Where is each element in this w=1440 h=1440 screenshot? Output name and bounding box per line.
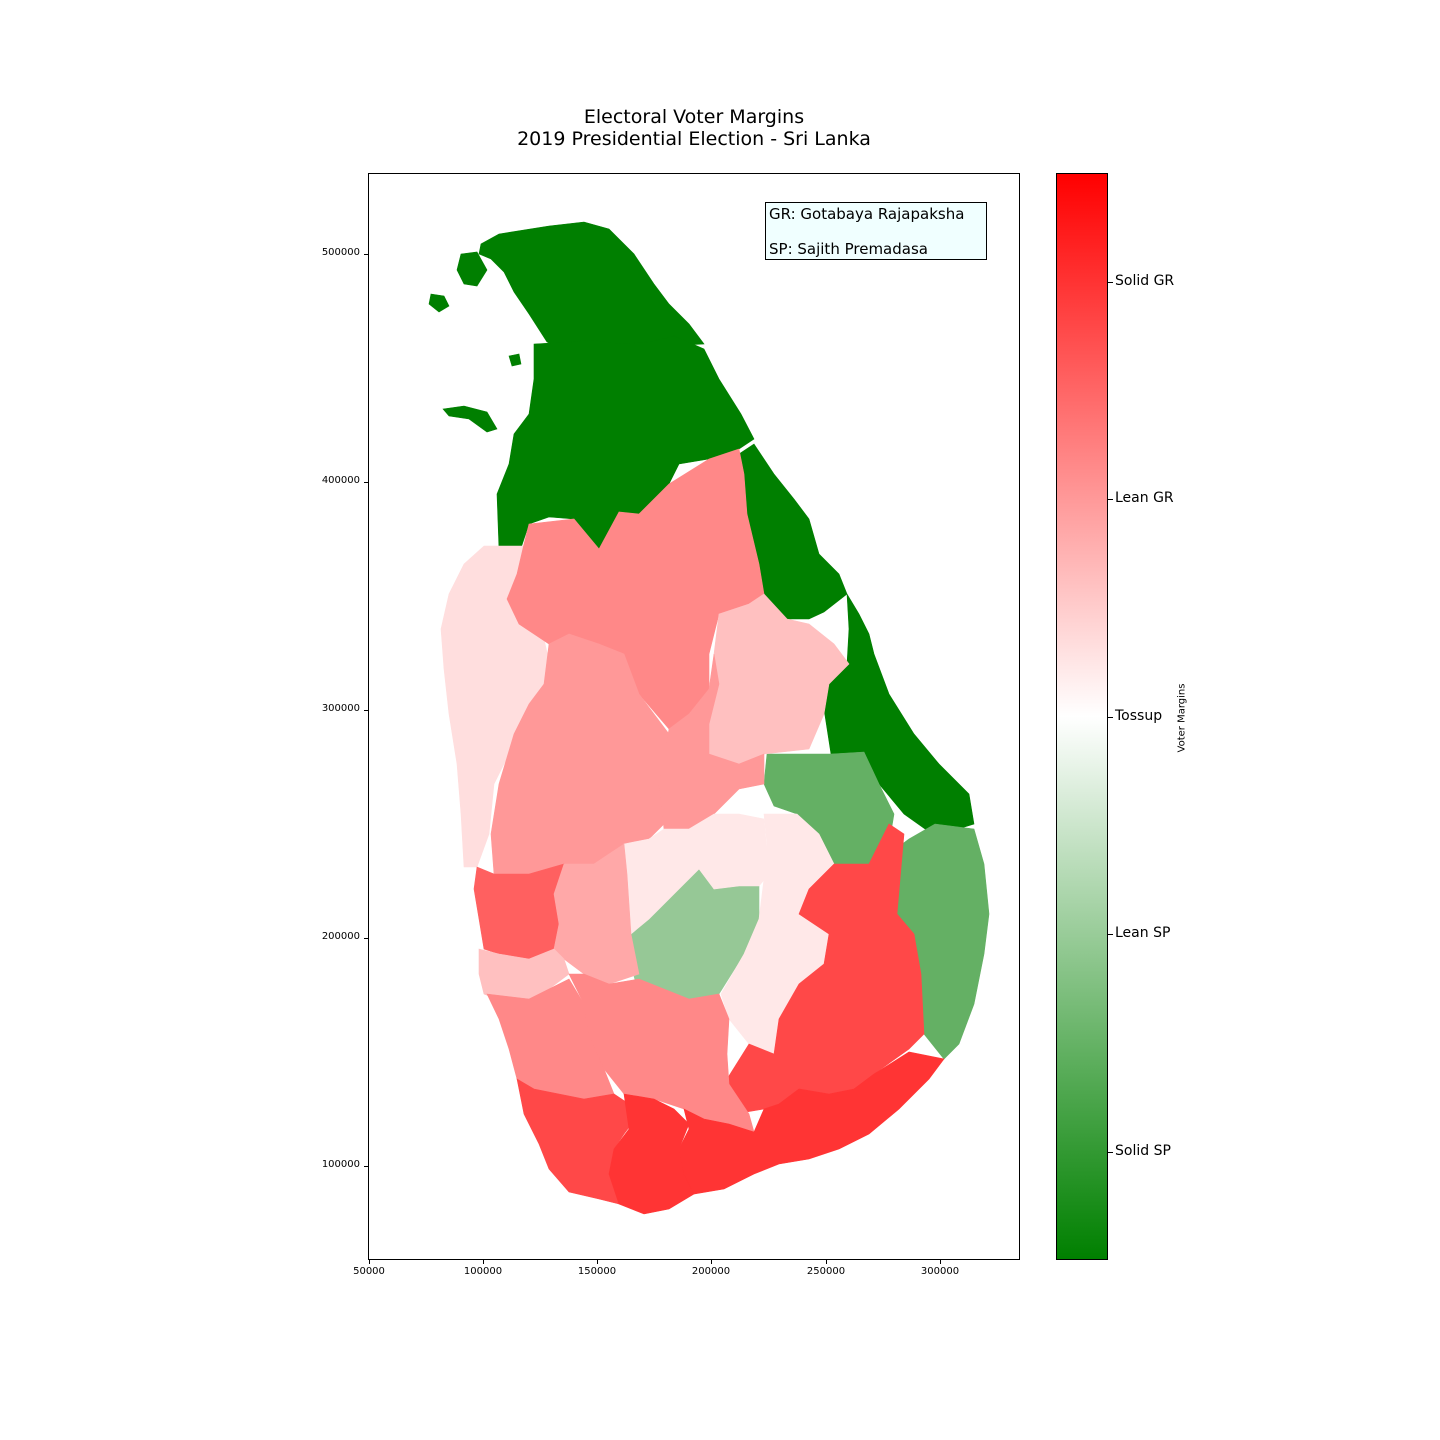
sri-lanka-map: [428, 221, 990, 1215]
district-matale-north: [708, 593, 850, 765]
district-mannar-islet: [442, 405, 498, 433]
legend-sp-label: SP: Sajith Premadasa: [769, 240, 928, 258]
x-tick-mark: [711, 1260, 712, 1264]
colorbar-label-tossup: Tossup: [1115, 708, 1163, 724]
district-hambantota: [678, 1051, 945, 1195]
colorbar-tick-mark: [1108, 1152, 1113, 1153]
district-ratnapura: [568, 973, 755, 1133]
colorbar-label-lean-sp: Lean SP: [1115, 925, 1171, 941]
colorbar-tick-mark: [1108, 499, 1113, 500]
y-tick-mark: [364, 938, 368, 939]
x-tick-label: 50000: [353, 1266, 385, 1277]
district-gampaha: [473, 863, 565, 960]
district-matara: [608, 1093, 695, 1215]
district-kegalle: [553, 843, 640, 985]
y-tick-label: 500000: [321, 247, 360, 258]
y-tick-mark: [364, 1166, 368, 1167]
y-tick-label: 200000: [321, 931, 360, 942]
island-small: [508, 353, 522, 367]
district-jaffna: [478, 221, 705, 353]
x-tick-mark: [940, 1260, 941, 1264]
colorbar-label-lean-gr: Lean GR: [1115, 490, 1174, 506]
island-kayts: [456, 251, 488, 287]
district-colombo: [478, 948, 570, 1003]
colorbar-label-solid-gr: Solid GR: [1115, 273, 1175, 289]
colorbar-axis-label: Voter Margins: [1176, 683, 1188, 753]
x-tick-label: 300000: [920, 1266, 960, 1277]
y-tick-mark: [364, 254, 368, 255]
x-tick-label: 150000: [577, 1266, 617, 1277]
x-tick-label: 200000: [691, 1266, 731, 1277]
chart-title-line-2: 2019 Presidential Election - Sri Lanka: [517, 128, 871, 150]
x-tick-mark: [369, 1260, 370, 1264]
colorbar: [1056, 173, 1108, 1260]
y-tick-label: 100000: [321, 1159, 360, 1170]
y-tick-mark: [364, 710, 368, 711]
colorbar-tick-mark: [1108, 934, 1113, 935]
x-tick-mark: [826, 1260, 827, 1264]
colorbar-tick-mark: [1108, 282, 1113, 283]
x-tick-label: 250000: [806, 1266, 846, 1277]
y-tick-label: 400000: [321, 475, 360, 486]
island-delft: [428, 293, 450, 313]
y-tick-mark: [364, 482, 368, 483]
colorbar-label-solid-sp: Solid SP: [1115, 1143, 1171, 1159]
x-tick-mark: [597, 1260, 598, 1264]
x-tick-mark: [483, 1260, 484, 1264]
legend-gr-label: GR: Gotabaya Rajapaksha: [769, 205, 965, 223]
chart-title-line-1: Electoral Voter Margins: [583, 106, 805, 128]
map-axes: [368, 173, 1020, 1260]
x-tick-label: 100000: [463, 1266, 503, 1277]
legend-box: GR: Gotabaya Rajapaksha SP: Sajith Prema…: [765, 202, 987, 260]
colorbar-tick-mark: [1108, 717, 1113, 718]
district-anuradhapura: [506, 448, 765, 730]
y-tick-label: 300000: [321, 703, 360, 714]
